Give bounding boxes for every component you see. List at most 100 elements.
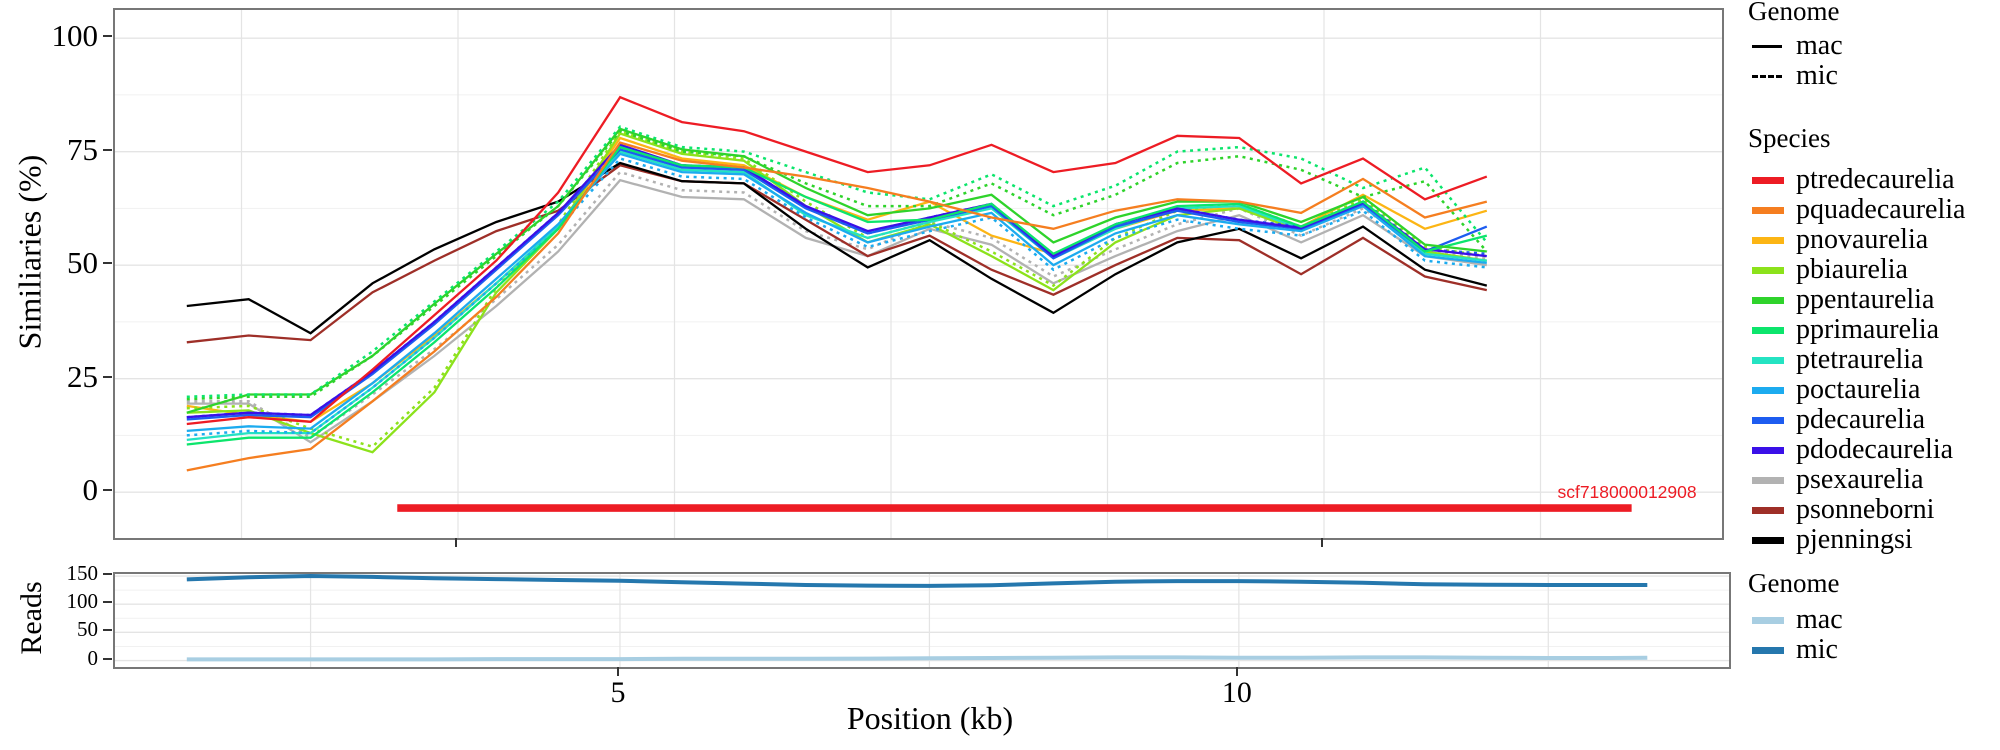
main-y-tick-75: 75 [67, 131, 98, 167]
tick-mark [103, 489, 112, 492]
color-swatch-icon [1752, 417, 1784, 424]
legend-item-label: mic [1796, 634, 1838, 665]
series-ptredecaurelia-mac [186, 95, 1488, 426]
legend-item-species-pjenningsi: pjenningsi [1738, 524, 2000, 556]
legend-item-species-pprimaurelia: pprimaurelia [1738, 314, 2000, 346]
color-swatch-icon [1752, 477, 1784, 484]
color-swatch-icon [1752, 177, 1784, 184]
x-tick-5: 5 [610, 676, 626, 709]
series-pdodecaurelia-mac [186, 143, 1487, 419]
legend-item-label: poctaurelia [1796, 374, 1921, 405]
legend-item-species-psonneborni: psonneborni [1738, 494, 2000, 526]
tick-mark [1235, 667, 1238, 676]
legend-genome-title: Genome [1748, 0, 1840, 26]
reads-y-tick-0: 0 [87, 645, 99, 670]
color-swatch-icon [1752, 297, 1784, 304]
tick-mark [616, 667, 619, 676]
x-tick-10: 10 [1221, 676, 1252, 709]
dashed-line-key-icon [1752, 75, 1782, 78]
tick-mark [103, 629, 112, 632]
legend-item-species-pdodecaurelia: pdodecaurelia [1738, 434, 2000, 466]
legend-item-label: mac [1796, 30, 1843, 61]
legend-item-label: mic [1796, 60, 1838, 91]
tick-mark [1321, 538, 1323, 547]
color-swatch-icon [1752, 447, 1784, 454]
legend-item-species-ptredecaurelia: ptredecaurelia [1738, 164, 2000, 196]
legend-item-label: pjenningsi [1796, 524, 1913, 555]
legend-item-species-ppentaurelia: ppentaurelia [1738, 284, 2000, 316]
main-y-tick-100: 100 [51, 18, 99, 54]
reads-plot-panel [113, 572, 1731, 669]
legend-item-species-pquadecaurelia: pquadecaurelia [1738, 194, 2000, 226]
reads-y-tick-150: 150 [66, 561, 99, 586]
series-ppentaurelia-mac [186, 127, 1487, 414]
color-swatch-icon [1752, 237, 1784, 244]
legend: Genome mac mic Species ptredecaurelia pqua… [1738, 0, 2000, 750]
legend-item-label: pprimaurelia [1796, 314, 1940, 345]
tick-mark [103, 601, 112, 604]
legend-item-label: mac [1796, 604, 1843, 635]
series-pjenningsi-mac [186, 161, 1488, 335]
color-swatch-icon [1752, 647, 1784, 654]
color-swatch-icon [1752, 387, 1784, 394]
color-swatch-icon [1752, 327, 1784, 334]
reads-y-tick-50: 50 [77, 617, 98, 642]
reads-y-tick-100: 100 [66, 589, 99, 614]
series-pquadecaurelia-mac [186, 141, 1488, 472]
series-pbiaurelia-mac [186, 132, 1487, 454]
legend-item-species-poctaurelia: poctaurelia [1738, 374, 2000, 406]
series-psonneborni-mac [186, 164, 1488, 344]
legend-reads-genome-title: Genome [1748, 568, 1840, 598]
tick-mark [103, 657, 112, 660]
color-swatch-icon [1752, 207, 1784, 214]
legend-item-label: pquadecaurelia [1796, 194, 1966, 225]
reads-plot [115, 574, 1729, 667]
legend-item-label: ptetraurelia [1796, 344, 1924, 375]
legend-item-label: psonneborni [1796, 494, 1935, 525]
x-axis-title: Position (kb) [846, 700, 1014, 736]
legend-item-species-pnovaurelia: pnovaurelia [1738, 224, 2000, 256]
tick-mark [103, 573, 112, 576]
scaffold-bar [397, 504, 1632, 512]
legend-item-genome-mic: mic [1738, 60, 2000, 92]
series-pprimaurelia-mac [186, 145, 1488, 446]
color-swatch-icon [1752, 267, 1784, 274]
series-pbiaurelia-mic [186, 129, 1487, 449]
tick-mark [103, 148, 112, 151]
legend-item-label: pnovaurelia [1796, 224, 1929, 255]
legend-item-label: ppentaurelia [1796, 284, 1935, 315]
legend-item-genome-mac: mac [1738, 30, 2000, 62]
main-y-tick-0: 0 [82, 472, 99, 508]
legend-item-label: pdecaurelia [1796, 404, 1926, 435]
legend-item-label: pdodecaurelia [1796, 434, 1954, 465]
series-ptetraurelia-mac [186, 150, 1487, 442]
legend-item-label: pbiaurelia [1796, 254, 1908, 285]
color-swatch-icon [1752, 617, 1784, 624]
series-psexaurelia-mic [186, 170, 1487, 440]
legend-species-title: Species [1748, 123, 1831, 153]
tick-mark [103, 35, 112, 38]
similarity-plot-panel: scf718000012908 [113, 8, 1724, 540]
legend-item-reads-genome-mac: mac [1738, 604, 2000, 636]
tick-mark [103, 262, 112, 265]
legend-item-species-pbiaurelia: pbiaurelia [1738, 254, 2000, 286]
solid-line-key-icon [1752, 45, 1782, 48]
legend-item-species-psexaurelia: psexaurelia [1738, 464, 2000, 496]
series-pprimaurelia-mic [186, 125, 1488, 399]
series-reads-mic [186, 574, 1648, 588]
series-poctaurelia-mac [186, 152, 1487, 433]
main-y-tick-50: 50 [67, 245, 98, 281]
tick-mark [455, 538, 457, 547]
series-reads-mac [186, 655, 1648, 662]
main-y-tick-25: 25 [67, 358, 98, 394]
tick-mark [103, 375, 112, 378]
color-swatch-icon [1752, 537, 1784, 544]
series-poctaurelia-mic [186, 157, 1487, 437]
color-swatch-icon [1752, 507, 1784, 514]
color-swatch-icon [1752, 357, 1784, 364]
legend-item-label: ptredecaurelia [1796, 164, 1955, 195]
legend-item-reads-genome-mic: mic [1738, 634, 2000, 666]
scaffold-label: scf718000012908 [1557, 482, 1696, 502]
similarity-plot: scf718000012908 [115, 10, 1722, 538]
